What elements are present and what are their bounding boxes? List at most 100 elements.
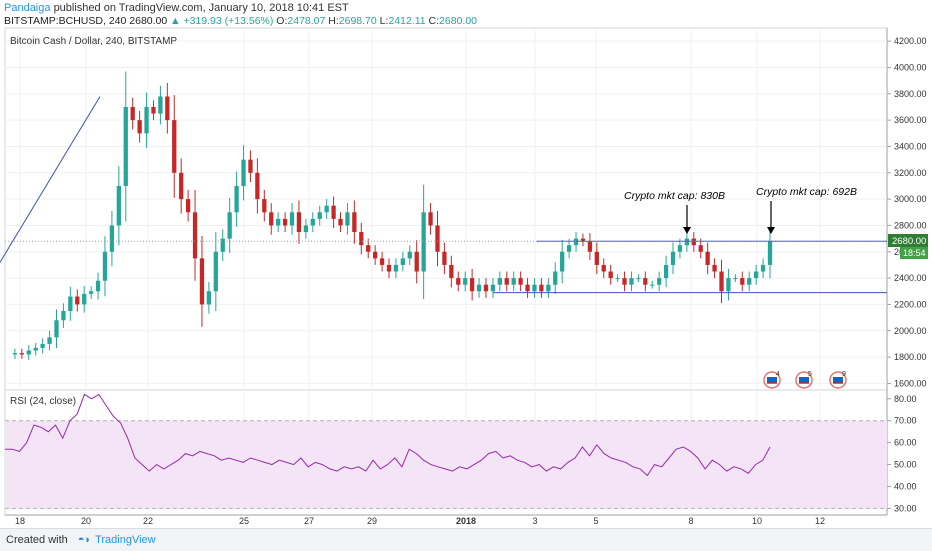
event-badge[interactable]: 4	[763, 371, 781, 389]
high-label: H:	[328, 15, 339, 27]
price-axis[interactable]: 4200.00 4000.00 3800.00 3600.00 3400.00 3200.…	[887, 36, 927, 388]
price-pane-frame	[4, 27, 888, 391]
candle-body	[767, 241, 773, 265]
candle-body	[608, 271, 613, 279]
candle-body	[428, 212, 433, 226]
candle-body	[740, 278, 745, 285]
flag-icon-field	[799, 377, 809, 383]
price-tick-label: 2800.00	[894, 220, 927, 230]
candle-body	[109, 225, 115, 252]
price-tick-label: 4200.00	[894, 36, 927, 46]
close-value: 2680.00	[439, 15, 478, 27]
price-tick-label: 1800.00	[894, 352, 927, 362]
author-link[interactable]: Pandaiga	[4, 2, 51, 14]
price-tick-label: 3400.00	[894, 141, 927, 151]
low-value: 2412.11	[388, 15, 426, 27]
candle-body	[407, 251, 412, 259]
time-axis[interactable]: 18 20 22 25 27 29 2018 3 5 8 10 12	[15, 516, 825, 526]
candle-body	[359, 232, 364, 246]
event-badge[interactable]: 5	[795, 371, 813, 389]
event-badges[interactable]: 4 5 9	[763, 371, 847, 389]
candle-body	[276, 218, 281, 226]
rsi-title: RSI (24, close)	[10, 396, 76, 407]
candles	[12, 71, 773, 360]
candle-body	[199, 258, 205, 305]
candle-body	[331, 205, 336, 219]
time-tick-label: 8	[688, 516, 693, 526]
candle-body	[421, 212, 426, 272]
rsi-axis: 80.00 70.00 60.00 50.00 40.00 30.00	[887, 394, 917, 513]
candle-body	[677, 245, 683, 252]
candle-body	[636, 278, 641, 280]
candle-body	[573, 238, 579, 246]
candle-body	[227, 212, 232, 239]
candle-body	[733, 278, 738, 280]
trendline	[0, 96, 101, 263]
rsi-tick-label: 60.00	[894, 438, 917, 448]
candle-body	[622, 278, 627, 285]
footer-bar: Created with ◓◗ TradingView	[0, 528, 932, 551]
tradingview-logo-icon[interactable]: ◓◗	[77, 534, 92, 546]
candle-body	[553, 271, 558, 285]
candle-body	[469, 278, 475, 292]
time-tick-label: 20	[81, 516, 91, 526]
ohlc-header: BITSTAMP:BCHUSD, 240 2680.00 ▲ +319.93 (…	[4, 15, 477, 27]
candle-body	[504, 278, 509, 285]
candle-body	[137, 120, 142, 134]
time-tick-label: 22	[143, 516, 153, 526]
candle-body	[213, 251, 218, 292]
candle-body	[601, 264, 606, 272]
time-tick-label: 2018	[456, 516, 476, 526]
close-label: C:	[428, 15, 440, 27]
candle-body	[414, 251, 419, 272]
candle-body	[241, 159, 246, 186]
time-tick-label: 12	[815, 516, 825, 526]
candle-body	[366, 245, 371, 252]
candle-body	[172, 120, 177, 173]
countdown-tag-bg	[900, 247, 928, 259]
publish-header: Pandaiga published on TradingView.com, J…	[4, 2, 349, 14]
candle-body	[289, 212, 295, 226]
rsi-band-fill	[5, 420, 887, 509]
candle-body	[310, 218, 315, 226]
candle-body	[130, 106, 135, 121]
candle-body	[372, 251, 378, 259]
drawn-lines	[0, 96, 887, 294]
tradingview-brand[interactable]: TradingView	[95, 534, 156, 546]
candle-body	[206, 291, 212, 305]
event-badge[interactable]: 9	[829, 371, 847, 389]
candle-body	[435, 225, 440, 252]
candle-body	[615, 278, 620, 280]
candle-body	[594, 251, 599, 265]
candle-body	[179, 172, 184, 200]
published-text: published on TradingView.com, January 10…	[53, 2, 349, 14]
open-label: O:	[276, 15, 288, 27]
candle-body	[379, 258, 385, 265]
price-tick-label: 2000.00	[894, 326, 927, 336]
candle-body	[476, 284, 482, 292]
last-price: 2680.00	[129, 15, 168, 27]
candle-body	[670, 251, 676, 265]
candle-body	[712, 264, 717, 272]
candle-body	[566, 245, 572, 252]
rsi-tick-label: 40.00	[894, 481, 917, 491]
candle-body	[262, 199, 267, 213]
candle-body	[82, 293, 87, 305]
candle-body	[61, 311, 66, 321]
price-tick-label: 2400.00	[894, 273, 927, 283]
candle-body	[726, 278, 731, 292]
candle-body	[456, 278, 461, 285]
annotation-arrowhead	[767, 227, 775, 234]
candle-body	[324, 205, 329, 213]
event-badge-count: 5	[808, 371, 812, 378]
candle-body	[95, 280, 101, 292]
candle-body	[116, 185, 121, 226]
high-value: 2698.70	[338, 15, 377, 27]
candle-body	[54, 320, 59, 338]
candle-body	[587, 241, 593, 252]
candle-body	[719, 271, 724, 292]
candle-body	[19, 353, 25, 355]
change-value: ▲ +319.93 (+13.56%)	[170, 15, 274, 27]
candle-body	[68, 296, 73, 312]
